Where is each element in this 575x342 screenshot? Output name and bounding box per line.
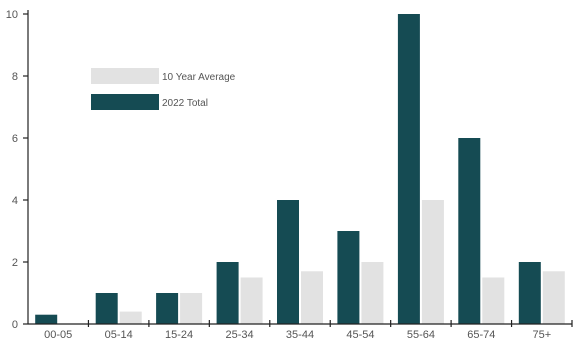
x-ticks-group: 00-05 05-14 15-24 25-34 35-44 45-54 55-64 65-74… [44,320,573,341]
bar-2022-total-15-24 [156,293,179,324]
bar-2022-total-75+ [518,262,541,324]
bar-2022-total-35-44 [277,200,299,324]
bar-2022-total-55-64 [397,14,420,324]
bar-10-year-average-75+ [542,271,565,324]
x-tick-label: 35-44 [286,329,314,341]
bar-10-year-average-05-14 [119,311,142,324]
legend-swatch-10-year-average [91,68,159,84]
bars-group [35,14,565,324]
bar-2022-total-25-34 [216,262,239,324]
x-tick-label: 65-74 [467,329,495,341]
x-tick-label: 45-54 [346,329,374,341]
y-ticks-group: 0 2 4 6 8 10 [6,9,28,331]
legend-label-2022-total: 2022 Total [162,98,208,109]
x-tick-label: 05-14 [105,329,133,341]
y-tick-label: 4 [12,195,18,207]
legend-swatch-2022-total [91,94,159,110]
bar-10-year-average-65-74 [482,277,505,324]
bar-2022-total-65-74 [458,138,481,324]
x-tick-label: 55-64 [407,329,435,341]
bar-10-year-average-15-24 [180,293,203,324]
legend: 10 Year Average 2022 Total [91,68,236,110]
x-tick-label: 75+ [532,329,551,341]
x-tick-label: 15-24 [165,329,193,341]
bar-10-year-average-25-34 [240,277,263,324]
bar-10-year-average-55-64 [421,200,444,324]
x-tick-label: 00-05 [44,329,72,341]
y-tick-label: 8 [12,71,18,83]
x-tick-label: 25-34 [226,329,254,341]
y-tick-label: 0 [12,319,18,331]
bar-2022-total-00-05 [35,314,58,324]
bar-2022-total-05-14 [95,293,118,324]
legend-label-10-year-average: 10 Year Average [162,72,236,83]
bar-10-year-average-45-54 [361,262,384,324]
bar-2022-total-45-54 [337,231,360,324]
y-tick-label: 10 [6,9,18,21]
y-tick-label: 6 [12,133,18,145]
y-tick-label: 2 [12,257,18,269]
bar-10-year-average-35-44 [301,271,323,324]
